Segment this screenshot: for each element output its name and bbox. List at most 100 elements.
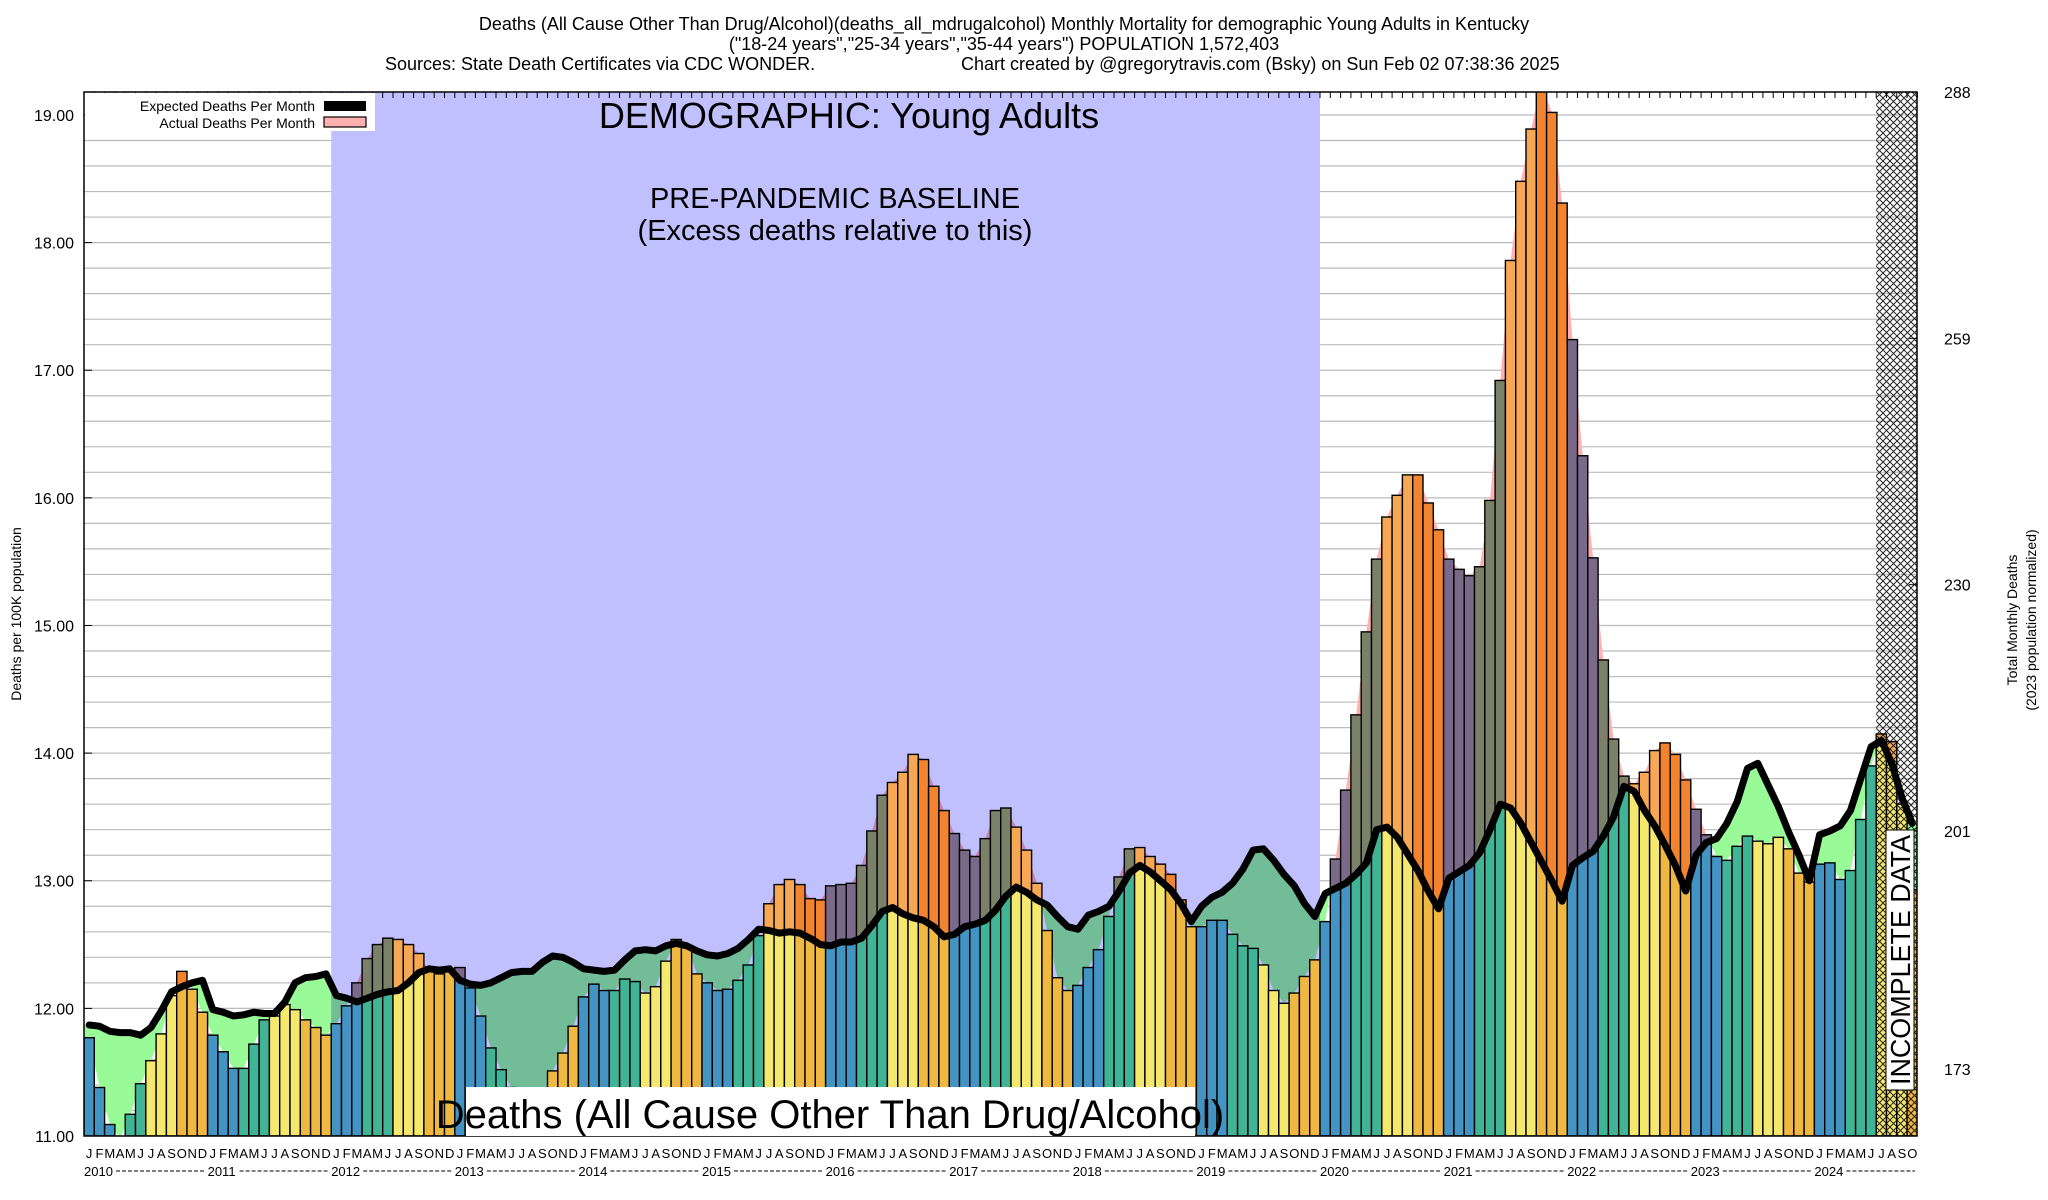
bar-fill	[1783, 848, 1794, 1136]
bar-5	[134, 1082, 147, 1136]
bar-33	[423, 970, 435, 1136]
month-tick-label: N	[1176, 1146, 1185, 1161]
month-tick-label: M	[846, 1146, 857, 1161]
bar-fill	[238, 1068, 249, 1136]
month-tick-label: M	[1608, 1146, 1619, 1161]
month-tick-label: O	[177, 1146, 187, 1161]
month-tick-label: D	[939, 1146, 948, 1161]
bar-172	[1854, 818, 1867, 1136]
bar-fill	[1165, 874, 1176, 1136]
bar-145	[1576, 455, 1589, 1136]
y2-axis-label-line2: (2023 population normalized)	[2023, 529, 2039, 710]
bar-excess	[1680, 779, 1691, 891]
month-tick-label: D	[1310, 1146, 1319, 1161]
month-tick-label: D	[1805, 1146, 1814, 1161]
bar-159	[1720, 859, 1733, 1136]
month-tick-label: D	[1557, 1146, 1566, 1161]
month-tick-label: M	[1093, 1146, 1104, 1161]
bar-123	[1350, 714, 1362, 1136]
bar-fill	[1031, 883, 1042, 1136]
month-tick-label: J	[1322, 1146, 1329, 1161]
legend-actual-label: Actual Deaths Per Month	[159, 115, 315, 131]
bar-fill	[949, 833, 960, 1136]
month-tick-label: J	[1744, 1146, 1751, 1161]
bar-2	[103, 1123, 116, 1136]
month-tick-label: S	[1527, 1146, 1536, 1161]
month-tick-label: O	[548, 1146, 558, 1161]
bar-excess	[1330, 859, 1341, 889]
month-tick-label: O	[1289, 1146, 1299, 1161]
bar-82	[927, 785, 940, 1136]
bar-117	[1288, 992, 1301, 1136]
bar-excess	[413, 953, 424, 973]
month-tick-label: J	[210, 1146, 217, 1161]
bar-165	[1782, 848, 1795, 1136]
bar-fill	[465, 987, 476, 1136]
bar-fill	[1711, 856, 1722, 1136]
bar-fill	[1732, 846, 1743, 1136]
month-tick-label: A	[281, 1146, 290, 1161]
bar-fill	[145, 1060, 157, 1136]
bar-fill	[434, 973, 445, 1136]
month-tick-label: S	[1650, 1146, 1659, 1161]
month-tick-label: O	[424, 1146, 434, 1161]
cause-label: Deaths (All Cause Other Than Drug/Alcoho…	[436, 1093, 1225, 1137]
bar-excess	[1464, 575, 1475, 866]
bar-fill	[712, 990, 723, 1136]
month-tick-label: S	[1774, 1146, 1783, 1161]
month-tick-label: N	[187, 1146, 196, 1161]
bar-fill	[1258, 964, 1269, 1136]
month-tick-label: S	[414, 1146, 423, 1161]
month-tick-label: A	[1599, 1146, 1608, 1161]
bar-fill	[84, 1037, 95, 1136]
bar-25	[340, 1005, 353, 1136]
month-tick-label: S	[291, 1146, 300, 1161]
y2-tick-label: 173	[1944, 1062, 1971, 1079]
bar-80	[907, 753, 920, 1136]
bar-fill	[217, 1051, 229, 1136]
bar-fill	[1320, 921, 1331, 1136]
bar-28	[371, 943, 384, 1136]
month-tick-label: A	[363, 1146, 372, 1161]
year-tick-label: 2010	[84, 1164, 113, 1179]
chart-subtitle: ("18-24 years","25-34 years","35-44 year…	[729, 34, 1279, 54]
bar-122	[1339, 789, 1352, 1136]
month-tick-label: M	[1237, 1146, 1248, 1161]
bar-fill	[310, 1027, 321, 1136]
bar-112	[1236, 945, 1249, 1136]
month-tick-label: S	[662, 1146, 671, 1161]
bar-excess	[990, 810, 1001, 911]
month-tick-label: N	[435, 1146, 444, 1161]
month-tick-label: D	[1681, 1146, 1690, 1161]
bar-fill	[805, 898, 816, 1136]
bar-fill	[1155, 864, 1166, 1136]
bar-fill	[794, 884, 805, 1136]
bar-1	[93, 1086, 106, 1136]
bar-excess	[1000, 807, 1011, 897]
month-tick-label: M	[125, 1146, 136, 1161]
year-tick-label: 2024	[1814, 1164, 1843, 1179]
bar-fill	[1762, 843, 1774, 1136]
bar-152	[1648, 749, 1661, 1136]
bar-fill	[104, 1124, 115, 1136]
bar-fill	[1371, 559, 1382, 1136]
bar-excess	[1556, 203, 1568, 902]
bar-fill	[413, 953, 424, 1136]
bar-excess	[1639, 772, 1650, 811]
y-tick-label: 18.00	[34, 236, 74, 253]
month-tick-label: J	[1126, 1146, 1133, 1161]
bar-14	[227, 1067, 240, 1136]
month-tick-label: N	[1547, 1146, 1556, 1161]
month-tick-label: J	[148, 1146, 155, 1161]
bar-excess	[856, 865, 867, 939]
bar-excess	[1423, 502, 1434, 891]
bar-fill	[980, 838, 991, 1136]
bar-169	[1823, 862, 1836, 1136]
bar-fill	[372, 944, 383, 1136]
bar-fill	[1062, 990, 1073, 1136]
bar-fill	[1237, 945, 1248, 1136]
month-tick-label: J	[508, 1146, 515, 1161]
month-tick-label: A	[239, 1146, 248, 1161]
bar-fill	[290, 1009, 301, 1136]
year-tick-label: 2017	[949, 1164, 978, 1179]
